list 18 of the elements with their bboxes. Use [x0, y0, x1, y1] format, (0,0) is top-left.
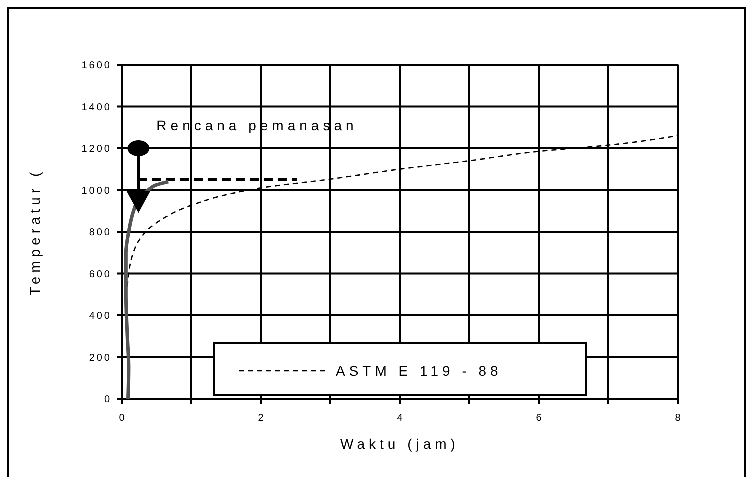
y-tick-label: 1000: [82, 186, 112, 197]
y-tick-label: 0: [104, 394, 112, 406]
x-tick-label: 2: [258, 413, 264, 424]
line-series: [124, 180, 170, 401]
y-tick-label: 1400: [82, 102, 112, 114]
x-tick-label: 6: [536, 413, 542, 424]
y-tick-label: 200: [89, 352, 112, 364]
y-tick-label: 1200: [82, 144, 112, 155]
y-tick-label: 400: [89, 311, 112, 322]
y-axis-title: Temperatur (: [27, 168, 43, 296]
y-tick-label: 1600: [82, 60, 112, 72]
x-tick-label: 4: [397, 413, 404, 424]
y-tick-label: 800: [89, 228, 112, 238]
text: ASTM E 119 - 88: [336, 363, 502, 379]
x-tick-label: 0: [119, 413, 126, 424]
y-tick-label: 600: [89, 269, 112, 280]
x-axis-title: Waktu (jam): [340, 436, 460, 452]
x-tick-label: 8: [675, 413, 682, 424]
